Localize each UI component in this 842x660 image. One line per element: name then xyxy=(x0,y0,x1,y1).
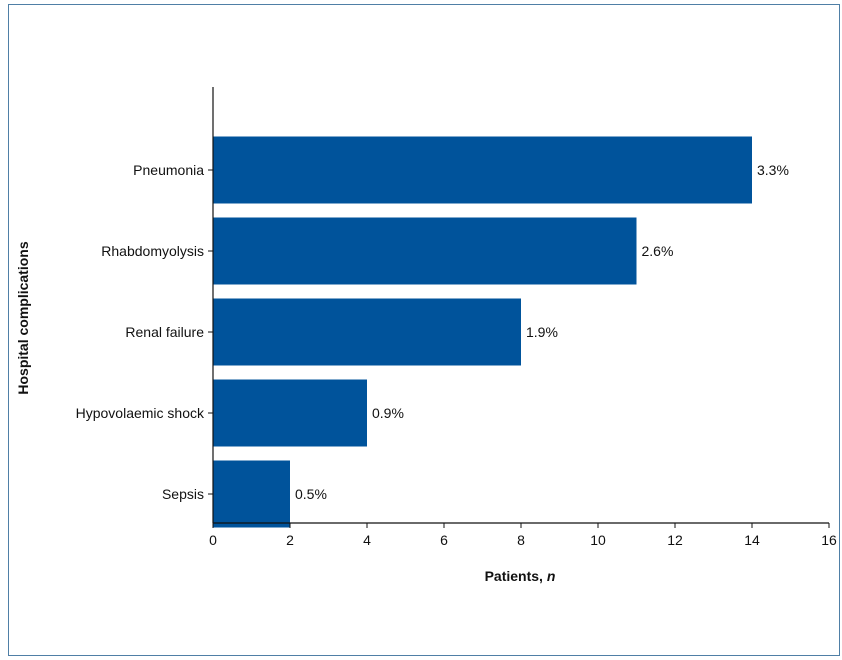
data-label-1: 2.6% xyxy=(642,243,674,259)
x-tick-label-6: 12 xyxy=(667,532,683,548)
bar-1 xyxy=(213,217,637,285)
bar-4 xyxy=(213,460,290,528)
category-label-0: Pneumonia xyxy=(133,162,204,178)
x-tick-label-2: 4 xyxy=(363,532,371,548)
x-tick-label-7: 14 xyxy=(744,532,760,548)
data-label-0: 3.3% xyxy=(757,162,789,178)
x-tick-label-8: 16 xyxy=(821,532,837,548)
bar-2 xyxy=(213,298,521,366)
data-label-4: 0.5% xyxy=(295,486,327,502)
x-tick-label-3: 6 xyxy=(440,532,448,548)
x-tick-label-5: 10 xyxy=(590,532,606,548)
bar-3 xyxy=(213,379,367,447)
category-label-4: Sepsis xyxy=(162,486,204,502)
x-tick-label-4: 8 xyxy=(517,532,525,548)
category-label-3: Hypovolaemic shock xyxy=(76,405,205,421)
data-label-3: 0.9% xyxy=(372,405,404,421)
x-tick-label-0: 0 xyxy=(209,532,217,548)
y-axis-title: Hospital complications xyxy=(15,241,31,394)
category-label-2: Renal failure xyxy=(125,324,204,340)
x-tick-label-1: 2 xyxy=(286,532,294,548)
category-label-1: Rhabdomyolysis xyxy=(101,243,204,259)
x-axis-title: Patients, n xyxy=(485,568,556,584)
bar-0 xyxy=(213,136,752,204)
data-label-2: 1.9% xyxy=(526,324,558,340)
